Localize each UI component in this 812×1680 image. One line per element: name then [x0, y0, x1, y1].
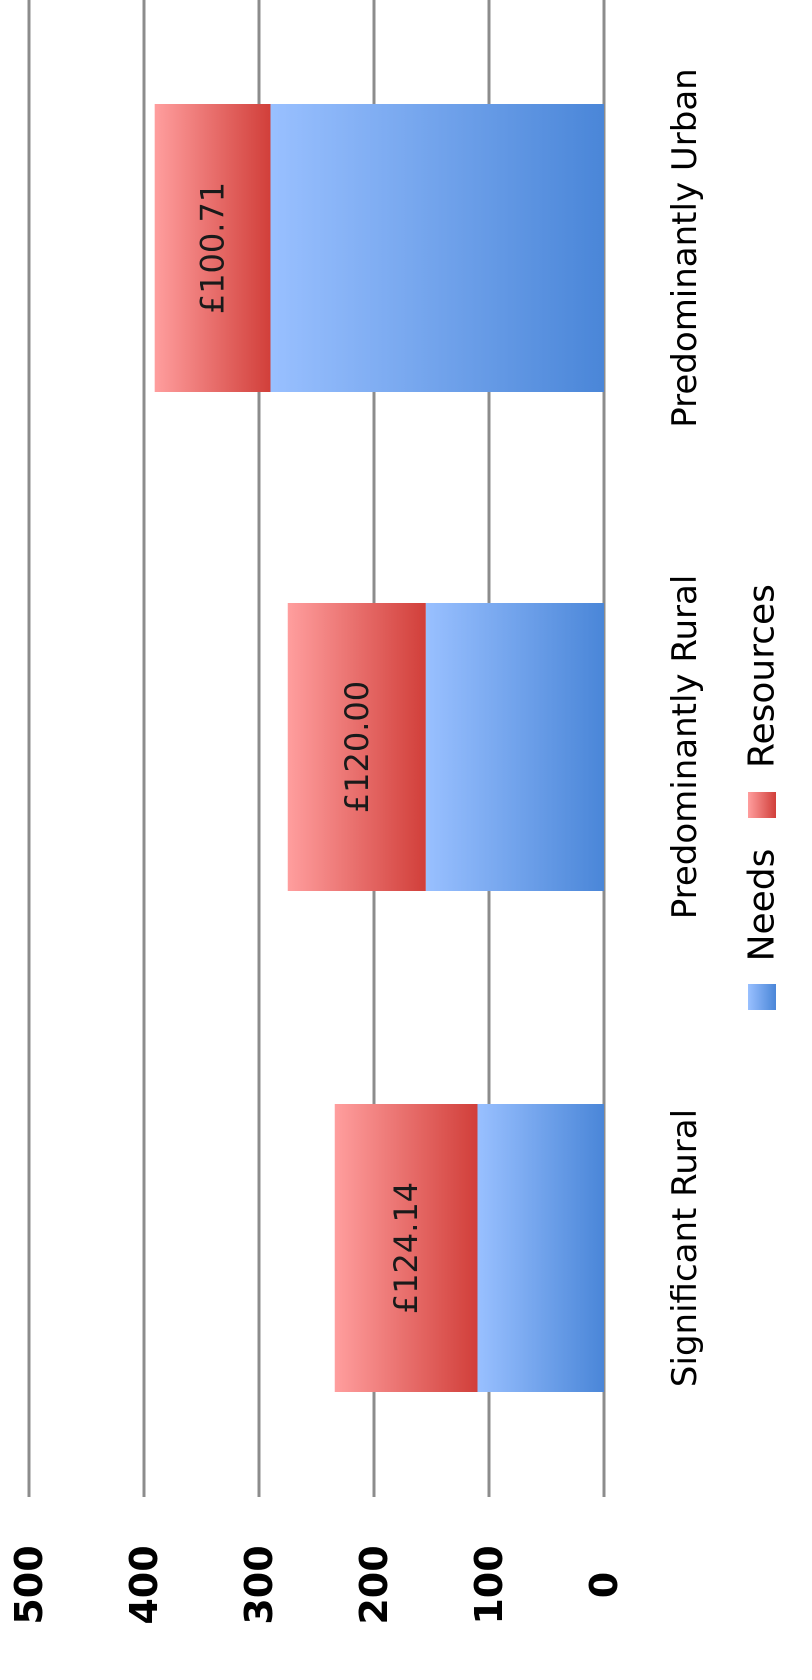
category-label: Significant Rural	[665, 1109, 705, 1387]
y-axis-ticks: 0 100 200 300 400 500	[7, 1545, 626, 1624]
category-label: Predominantly Rural	[665, 575, 705, 920]
legend-swatch-resources	[748, 792, 776, 818]
bar-resources	[334, 1104, 478, 1392]
bar-needs	[425, 603, 604, 891]
data-labels: £124.14 £120.00 £100.71	[194, 182, 426, 1314]
data-label: £120.00	[338, 681, 376, 813]
data-label: £100.71	[194, 182, 232, 314]
bar-resources	[287, 603, 426, 891]
bar-needs	[477, 1104, 604, 1392]
legend: Needs Resources	[742, 584, 783, 1010]
bars	[154, 104, 604, 1392]
y-tick-label: 300	[237, 1545, 281, 1624]
legend-swatch-needs	[748, 984, 776, 1010]
category-labels: Significant Rural Predominantly Rural Pred…	[665, 68, 705, 1387]
legend-label-needs: Needs	[742, 849, 783, 962]
bar-needs	[270, 104, 604, 392]
category-label: Predominantly Urban	[665, 68, 705, 427]
legend-label-resources: Resources	[742, 584, 783, 768]
y-tick-label: 500	[7, 1545, 51, 1624]
bar-resources	[154, 104, 271, 392]
y-tick-label: 0	[582, 1572, 626, 1598]
y-tick-label: 100	[467, 1545, 511, 1624]
data-label: £124.14	[387, 1182, 425, 1314]
y-tick-label: 200	[352, 1545, 396, 1624]
y-tick-label: 400	[122, 1545, 166, 1624]
